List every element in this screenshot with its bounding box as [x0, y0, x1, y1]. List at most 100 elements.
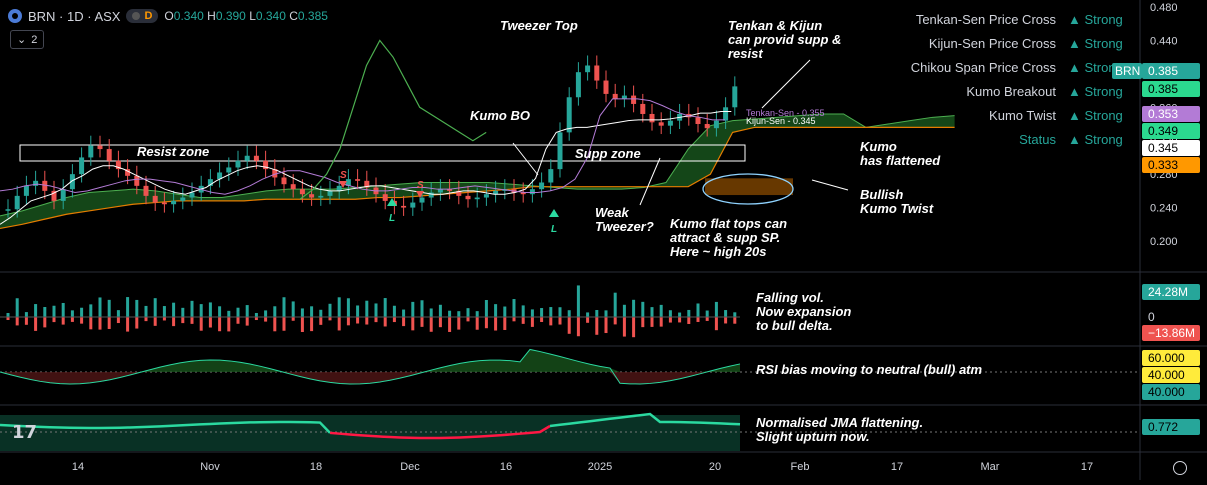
high-value: 0.390 [215, 9, 246, 23]
volume-down-bar [659, 317, 663, 327]
volume-up-bar [135, 299, 139, 317]
volume-down-bar [245, 317, 249, 326]
annotation-line: to bull delta. [756, 318, 833, 333]
chevron-down-icon: ⌄ [17, 34, 27, 46]
volume-down-bar [374, 317, 378, 323]
jma-line-bull [0, 420, 331, 434]
candle-body [603, 80, 609, 94]
high-label: H [207, 9, 216, 23]
volume-up-bar [392, 305, 396, 317]
candle-body [594, 65, 600, 81]
ohlc-readout: O0.340 H0.390 L0.340 C0.385 [164, 9, 328, 23]
volume-down-bar [356, 317, 360, 324]
price-badge-close: 0.385 [1142, 63, 1200, 79]
annotation-resist-zone: Resist zone [137, 144, 210, 159]
kumo-cloud-fill [0, 113, 955, 229]
sell-signal-label: S [417, 180, 424, 191]
annotation-line: attract & supp SP. [670, 230, 781, 245]
volume-down-bar [448, 317, 452, 332]
volume-down-badge: −13.86M [1142, 325, 1200, 341]
volume-down-bar [521, 317, 525, 324]
candle-body [704, 124, 710, 129]
volume-down-bar [576, 317, 580, 337]
price-badge-chikou: 0.385 [1142, 81, 1200, 97]
signal-row: Kumo Breakout ▲ Strong [911, 79, 1126, 103]
volume-up-bar [705, 310, 709, 317]
volume-up-bar [172, 302, 176, 317]
candle-body [474, 197, 480, 200]
volume-up-bar [374, 303, 378, 317]
volume-down-bar [337, 317, 341, 331]
price-badge-tenkan: 0.345 [1142, 140, 1200, 156]
indicators-collapse-button[interactable]: ⌄ 2 [10, 30, 45, 49]
annotation-arrow [512, 142, 539, 176]
sell-signal-marker [339, 181, 347, 188]
volume-up-bar [89, 304, 93, 317]
signal-status: ▲ Strong [1068, 11, 1123, 27]
volume-down-bar [227, 317, 231, 332]
settings-gear-icon[interactable] [1173, 461, 1187, 475]
candle-body [575, 72, 581, 98]
volume-up-bar [484, 300, 488, 317]
volume-up-bar [678, 312, 682, 317]
data-mode-badge[interactable]: D [126, 9, 159, 23]
candle-body [456, 190, 462, 196]
volume-down-bar [383, 317, 387, 327]
volume-down-bar [420, 317, 424, 327]
symbol-title[interactable]: BRN · 1D · ASX [28, 8, 121, 24]
kumo-span-b-line [0, 126, 955, 230]
chikou-span-line [299, 39, 487, 200]
buy-signal-label: L [389, 213, 395, 224]
volume-down-bar [512, 317, 516, 322]
volume-down-bar [402, 317, 406, 327]
signal-status: ▲ Strong [1068, 107, 1123, 123]
volume-down-bar [70, 317, 74, 322]
volume-up-bar [521, 305, 525, 317]
indicator-count: 2 [31, 33, 38, 46]
annotation-line: Slight upturn now. [756, 429, 870, 444]
volume-up-bar [650, 307, 654, 317]
volume-down-bar [153, 317, 157, 326]
volume-down-bar [678, 317, 682, 323]
candle-body [51, 190, 57, 201]
candle-body [695, 117, 701, 124]
annotation-arrow [761, 59, 811, 109]
volume-up-bar [622, 304, 626, 317]
candle-body [42, 180, 48, 191]
signal-row: Kijun-Sen Price Cross ▲ Strong [911, 31, 1126, 55]
volume-up-bar [659, 304, 663, 317]
volume-up-bar [429, 308, 433, 317]
candle-body [621, 95, 627, 99]
volume-down-bar [328, 317, 332, 321]
candle-body [437, 189, 443, 193]
annotation-kumo-flattened: Kumo has flattened [860, 140, 940, 168]
candle-body [355, 179, 361, 181]
signal-label: Chikou Span Price Cross [910, 59, 1056, 75]
volume-up-bar [107, 299, 111, 317]
candle-body [309, 194, 315, 198]
volume-down-bar [567, 317, 571, 334]
tradingview-logo-icon[interactable]: 17 [12, 422, 38, 443]
price-badge-value: 0.385 [1148, 82, 1179, 96]
kijun-sen-line [0, 98, 725, 195]
volume-up-bar [218, 306, 222, 317]
annotation-line: Here ~ high 20s [670, 244, 767, 259]
volume-down-bar [540, 317, 544, 322]
volume-down-bar [724, 317, 728, 324]
annotation-line: Kumo flat tops can [670, 216, 788, 231]
candle-body [88, 145, 94, 158]
annotation-line: resist [728, 46, 763, 61]
volume-up-bar [687, 309, 691, 317]
volume-up-bar [116, 310, 120, 317]
volume-zero-label: 0 [1148, 310, 1155, 324]
sell-signal-label: S [340, 170, 347, 181]
volume-up-bar [586, 312, 590, 317]
annotation-line: Bullish [860, 187, 904, 202]
candle-body [548, 169, 554, 183]
volume-down-bar [24, 317, 28, 325]
signal-label: Kumo Twist [989, 107, 1056, 123]
volume-up-bar [300, 308, 304, 317]
tenkan-line-label: Tenkan-Sen - 0.355 [746, 108, 825, 118]
